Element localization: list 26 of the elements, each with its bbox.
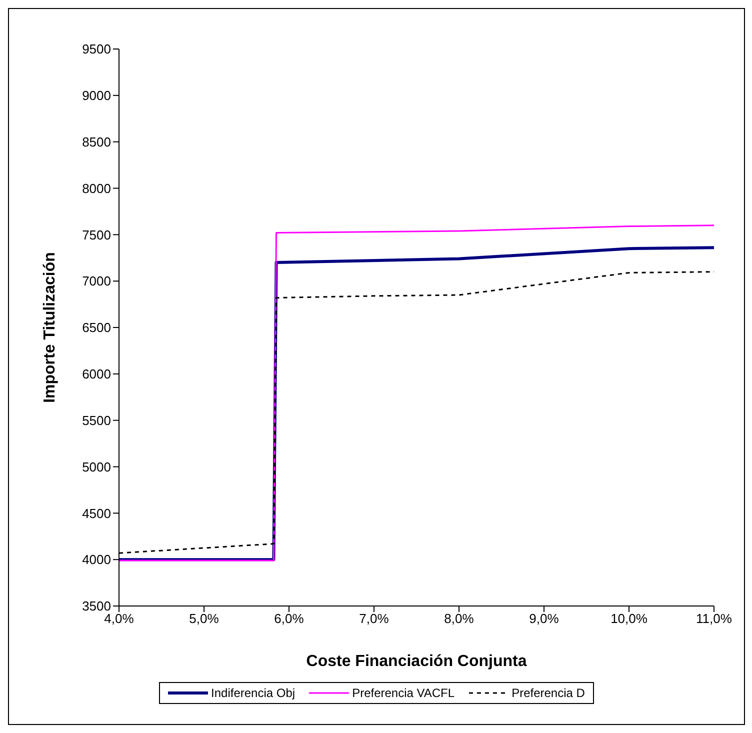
y-tick-label: 4000 bbox=[82, 552, 111, 568]
y-tick-label: 3500 bbox=[82, 598, 111, 614]
y-tick-label: 8500 bbox=[82, 134, 111, 150]
legend-label: Indiferencia Obj bbox=[210, 686, 296, 700]
y-tick-label: 7500 bbox=[82, 227, 111, 242]
y-tick-label: 4500 bbox=[82, 506, 111, 521]
y-tick-label: 6500 bbox=[82, 320, 111, 336]
legend-label: Preferencia VACFL bbox=[351, 686, 455, 700]
y-tick-label: 9500 bbox=[82, 42, 111, 57]
legend-label: Preferencia D bbox=[510, 686, 585, 700]
y-tick-label: 5000 bbox=[82, 459, 111, 474]
y-tick-label: 7000 bbox=[82, 274, 111, 289]
x-tick-label: 9,0% bbox=[529, 611, 560, 626]
x-tick-label: 7,0% bbox=[359, 611, 390, 626]
x-tick-label: 8,0% bbox=[444, 611, 474, 626]
x-tick-label: 4,0% bbox=[104, 611, 134, 626]
x-tick-label: 11,0% bbox=[696, 611, 732, 626]
x-tick-label: 5,0% bbox=[189, 611, 220, 626]
y-tick-label: 9000 bbox=[82, 88, 111, 104]
x-tick-label: 6,0% bbox=[274, 611, 304, 626]
x-tick-label: 10,0% bbox=[610, 611, 648, 626]
x-axis-title: Coste Financiación Conjunta bbox=[306, 653, 527, 670]
y-axis-title: Importe Titulización bbox=[42, 252, 59, 403]
y-tick-label: 6000 bbox=[82, 366, 111, 382]
y-tick-label: 8000 bbox=[82, 180, 111, 196]
y-tick-label: 5500 bbox=[82, 412, 111, 428]
